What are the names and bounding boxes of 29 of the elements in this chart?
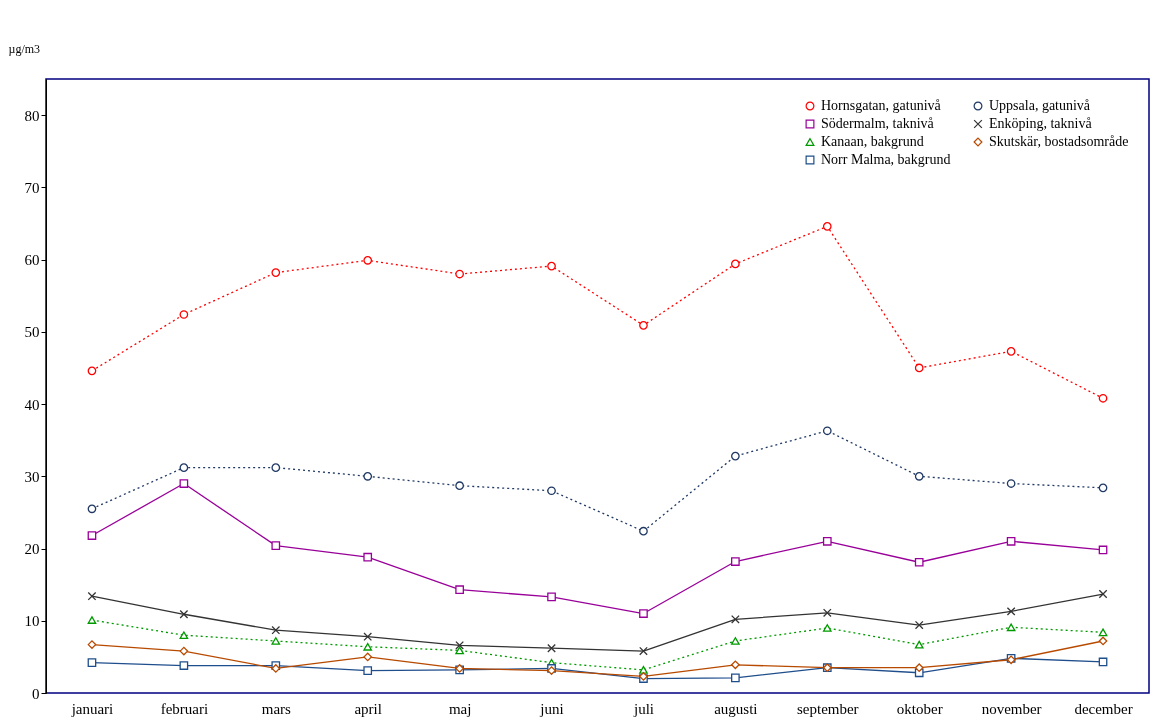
y-tick-label: 40 — [24, 396, 40, 413]
legend-label: Uppsala, gatunivå — [989, 98, 1091, 113]
legend-label: Enköping, taknivå — [989, 116, 1093, 131]
x-tick-label: mars — [261, 700, 292, 717]
x-tick-label: december — [1074, 700, 1133, 717]
legend-label: Hornsgatan, gatunivå — [821, 98, 942, 113]
y-tick-label: 0 — [32, 685, 40, 702]
y-tick-label: 10 — [24, 613, 40, 630]
y-tick-label: 60 — [24, 252, 40, 269]
legend-label: Kanaan, bakgrund — [821, 134, 924, 149]
x-tick-label: juni — [539, 700, 564, 717]
y-tick-label: 50 — [24, 324, 40, 341]
x-tick-label: januari — [70, 700, 114, 717]
legend-label: Norr Malma, bakgrund — [821, 152, 951, 167]
legend-label: Skutskär, bostadsområde — [989, 134, 1129, 149]
x-tick-label: november — [981, 700, 1042, 717]
x-tick-label: juli — [632, 700, 654, 717]
y-tick-label: 80 — [24, 107, 40, 124]
y-tick-label: 70 — [24, 179, 40, 196]
y-tick-label: 30 — [24, 468, 40, 485]
x-tick-label: augusti — [714, 700, 758, 717]
y-tick-label: 20 — [24, 541, 40, 558]
y-axis-title: µg/m3 — [8, 41, 41, 56]
x-tick-label: februari — [160, 700, 209, 717]
legend-label: Södermalm, taknivå — [821, 116, 935, 131]
x-tick-label: april — [354, 700, 382, 717]
x-tick-label: september — [796, 700, 859, 717]
x-tick-label: maj — [448, 700, 472, 717]
x-tick-label: oktober — [896, 700, 943, 717]
